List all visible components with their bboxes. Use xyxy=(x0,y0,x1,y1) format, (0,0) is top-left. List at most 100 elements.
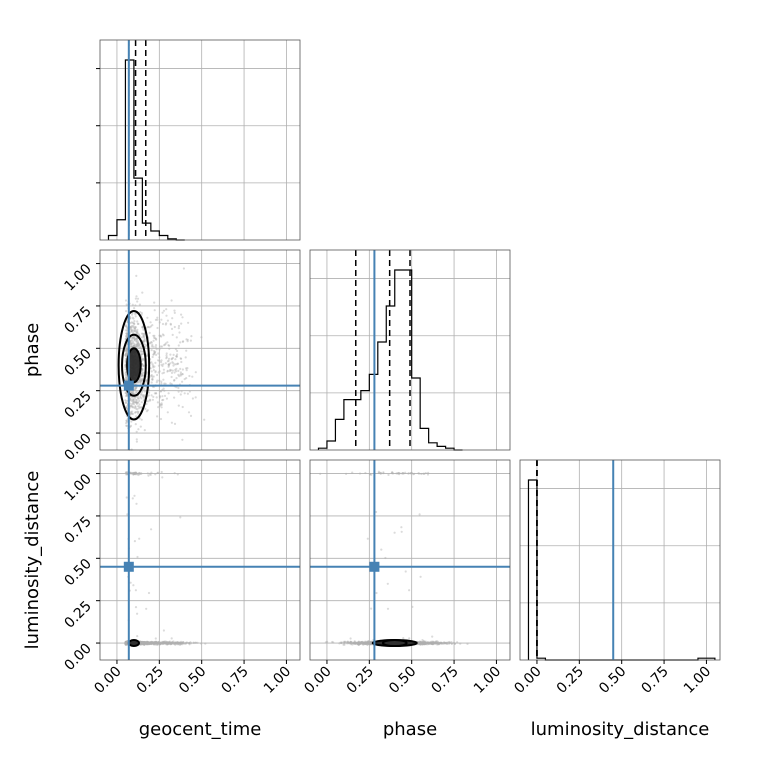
scatter-geocent-time-vs-luminosity-distance-point xyxy=(148,472,151,475)
scatter-geocent-time-vs-phase-point xyxy=(173,309,176,312)
scatter-phase-vs-luminosity-distance-point xyxy=(420,641,423,644)
scatter-geocent-time-vs-phase-point xyxy=(155,353,158,356)
scatter-geocent-time-vs-phase-point xyxy=(124,353,127,356)
scatter-phase-vs-luminosity-distance-point xyxy=(400,530,403,533)
scatter-geocent-time-vs-luminosity-distance-point xyxy=(147,641,150,644)
scatter-phase-vs-luminosity-distance-point xyxy=(423,642,426,645)
scatter-geocent-time-vs-phase-point xyxy=(125,351,128,355)
scatter-geocent-time-vs-luminosity-distance-point xyxy=(125,640,128,644)
scatter-phase-vs-luminosity-distance-point xyxy=(426,642,429,645)
scatter-geocent-time-vs-phase-point xyxy=(135,340,138,343)
scatter-phase-vs-luminosity-distance-point xyxy=(360,641,364,644)
scatter-geocent-time-vs-phase-point xyxy=(129,339,132,342)
scatter-geocent-time-vs-luminosity-distance-point xyxy=(163,640,166,643)
scatter-phase-vs-luminosity-distance-point xyxy=(424,641,427,644)
scatter-geocent-time-vs-luminosity-distance-point xyxy=(125,642,128,645)
scatter-phase-vs-luminosity-distance-point xyxy=(343,640,347,643)
scatter-geocent-time-vs-phase-point xyxy=(152,364,155,367)
scatter-phase-vs-luminosity-distance-point xyxy=(367,642,370,645)
scatter-geocent-time-vs-luminosity-distance-point xyxy=(160,641,163,645)
scatter-geocent-time-vs-luminosity-distance-point xyxy=(166,642,169,645)
scatter-geocent-time-vs-phase-point xyxy=(188,374,191,378)
scatter-phase-vs-luminosity-distance-point xyxy=(431,642,434,646)
scatter-geocent-time-vs-luminosity-distance-point xyxy=(150,640,153,644)
scatter-geocent-time-vs-luminosity-distance-point xyxy=(157,641,160,644)
scatter-geocent-time-vs-luminosity-distance-point xyxy=(141,641,144,645)
scatter-phase-vs-luminosity-distance-point xyxy=(425,641,428,644)
scatter-geocent-time-vs-luminosity-distance-point xyxy=(155,642,158,645)
scatter-geocent-time-vs-luminosity-distance-point xyxy=(134,472,137,475)
scatter-geocent-time-vs-phase-point xyxy=(139,393,142,396)
scatter-phase-vs-luminosity-distance-point xyxy=(354,642,357,645)
scatter-phase-vs-luminosity-distance-point xyxy=(367,640,370,643)
scatter-geocent-time-vs-luminosity-distance-point xyxy=(139,643,143,646)
scatter-phase-vs-luminosity-distance-point xyxy=(362,642,365,645)
scatter-phase-vs-luminosity-distance-point xyxy=(404,570,407,573)
scatter-phase-vs-luminosity-distance-point xyxy=(430,641,433,644)
scatter-geocent-time-vs-phase-point xyxy=(134,327,137,330)
scatter-geocent-time-vs-luminosity-distance-point xyxy=(124,642,127,645)
scatter-phase-vs-luminosity-distance-point xyxy=(363,641,366,645)
scatter-geocent-time-vs-luminosity-distance-point xyxy=(156,642,159,645)
scatter-geocent-time-vs-phase-point xyxy=(134,423,137,426)
scatter-geocent-time-vs-luminosity-distance-point xyxy=(154,637,157,640)
scatter-geocent-time-vs-luminosity-distance-point xyxy=(146,642,149,645)
scatter-geocent-time-vs-luminosity-distance-point xyxy=(147,641,150,644)
scatter-phase-vs-luminosity-distance-point xyxy=(368,642,371,645)
scatter-phase-vs-luminosity-distance-point xyxy=(453,642,457,645)
scatter-geocent-time-vs-luminosity-distance-point xyxy=(135,502,138,505)
scatter-geocent-time-vs-phase-point xyxy=(163,344,166,347)
scatter-geocent-time-vs-phase-point xyxy=(173,363,177,366)
scatter-phase-vs-luminosity-distance-point xyxy=(401,472,404,475)
scatter-geocent-time-vs-phase-point xyxy=(139,379,142,382)
scatter-geocent-time-vs-phase-point xyxy=(143,387,146,390)
scatter-geocent-time-vs-phase-point xyxy=(133,337,136,340)
scatter-geocent-time-vs-luminosity-distance-point xyxy=(124,641,127,644)
scatter-geocent-time-vs-phase-point xyxy=(165,322,168,325)
scatter-geocent-time-vs-luminosity-distance-point xyxy=(132,473,135,476)
scatter-geocent-time-vs-luminosity-distance-point xyxy=(141,642,144,645)
scatter-geocent-time-vs-luminosity-distance-point xyxy=(125,642,128,645)
scatter-geocent-time-vs-phase-point xyxy=(131,396,134,399)
scatter-geocent-time-vs-luminosity-distance-point xyxy=(152,641,155,644)
scatter-geocent-time-vs-phase-point xyxy=(134,337,137,340)
scatter-phase-vs-luminosity-distance-point xyxy=(417,641,420,644)
scatter-geocent-time-vs-luminosity-distance-point xyxy=(142,642,145,646)
scatter-phase-vs-luminosity-distance-point xyxy=(431,640,434,643)
scatter-geocent-time-vs-luminosity-distance-point xyxy=(160,470,163,474)
scatter-geocent-time-vs-luminosity-distance-point xyxy=(184,642,187,645)
scatter-geocent-time-vs-phase-point xyxy=(132,344,135,348)
scatter-phase-vs-luminosity-distance-point xyxy=(342,640,345,644)
scatter-phase-vs-luminosity-distance-point xyxy=(357,642,360,646)
scatter-geocent-time-vs-phase-point xyxy=(140,397,143,400)
scatter-geocent-time-vs-luminosity-distance-point xyxy=(185,641,188,644)
scatter-phase-vs-luminosity-distance-point xyxy=(398,473,401,476)
scatter-geocent-time-vs-luminosity-distance-point xyxy=(153,640,156,644)
scatter-geocent-time-vs-phase-point xyxy=(173,396,176,399)
scatter-phase-vs-luminosity-distance-point xyxy=(417,643,420,646)
scatter-phase-vs-luminosity-distance-point xyxy=(418,642,421,645)
scatter-geocent-time-vs-phase-point xyxy=(170,371,174,374)
scatter-geocent-time-vs-phase-point xyxy=(134,411,137,414)
scatter-geocent-time-vs-luminosity-distance-point xyxy=(140,641,143,645)
scatter-geocent-time-vs-luminosity-distance-point xyxy=(173,642,176,645)
scatter-geocent-time-vs-luminosity-distance-point xyxy=(153,641,156,645)
scatter-geocent-time-vs-phase-point xyxy=(181,373,184,376)
scatter-geocent-time-vs-luminosity-distance-point xyxy=(162,642,165,645)
scatter-geocent-time-vs-phase-point xyxy=(167,363,170,366)
scatter-geocent-time-vs-luminosity-distance-point xyxy=(141,642,144,645)
scatter-geocent-time-vs-luminosity-distance-point xyxy=(157,641,160,644)
scatter-geocent-time-vs-luminosity-distance-point xyxy=(124,642,127,645)
scatter-phase-vs-luminosity-distance-point xyxy=(424,642,427,645)
scatter-phase-vs-luminosity-distance-point xyxy=(368,472,371,476)
scatter-phase-vs-luminosity-distance-point xyxy=(444,641,447,645)
scatter-geocent-time-vs-luminosity-distance-point xyxy=(142,642,145,645)
scatter-geocent-time-vs-phase-point xyxy=(156,401,159,404)
scatter-geocent-time-vs-phase-point xyxy=(125,419,128,422)
scatter-geocent-time-vs-phase-point xyxy=(147,400,150,403)
scatter-geocent-time-vs-phase-point xyxy=(142,334,145,337)
scatter-geocent-time-vs-phase-point xyxy=(142,336,145,339)
scatter-geocent-time-vs-phase-point xyxy=(160,402,163,405)
scatter-phase-vs-luminosity-distance-point xyxy=(437,641,440,644)
